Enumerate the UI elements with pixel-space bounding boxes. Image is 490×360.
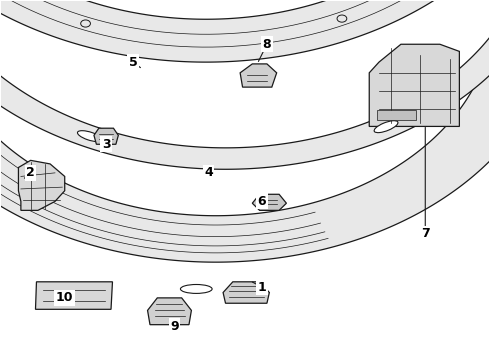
Polygon shape: [369, 44, 460, 126]
Polygon shape: [0, 35, 490, 169]
Ellipse shape: [180, 284, 212, 293]
Text: 3: 3: [102, 138, 110, 151]
Text: 5: 5: [128, 55, 137, 69]
FancyBboxPatch shape: [376, 110, 416, 120]
Polygon shape: [35, 282, 113, 309]
Polygon shape: [0, 0, 490, 62]
Polygon shape: [0, 65, 490, 262]
Polygon shape: [240, 64, 277, 87]
Text: 6: 6: [258, 195, 267, 208]
Text: 10: 10: [56, 291, 74, 305]
Polygon shape: [19, 160, 65, 210]
Polygon shape: [147, 298, 192, 325]
Text: 1: 1: [258, 281, 267, 294]
Polygon shape: [223, 282, 270, 303]
Text: 7: 7: [421, 227, 430, 240]
Text: 8: 8: [263, 38, 271, 51]
Ellipse shape: [374, 121, 398, 132]
Ellipse shape: [77, 131, 102, 141]
Text: 4: 4: [204, 166, 213, 179]
Polygon shape: [94, 128, 118, 144]
Polygon shape: [252, 194, 287, 210]
Text: 9: 9: [170, 320, 179, 333]
Text: 2: 2: [26, 166, 35, 179]
